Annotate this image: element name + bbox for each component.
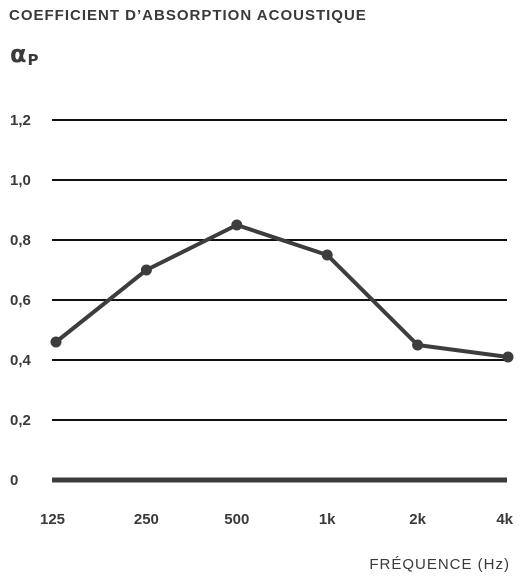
data-point <box>502 351 514 363</box>
x-tick-label: 250 <box>134 511 159 528</box>
data-point <box>231 219 243 231</box>
y-tick-label: 0,2 <box>10 412 31 429</box>
data-point <box>140 264 152 276</box>
x-tick-label: 4k <box>496 511 513 528</box>
data-point <box>321 249 333 261</box>
y-tick-label: 0,8 <box>10 232 31 249</box>
x-tick-label: 125 <box>40 511 65 528</box>
series-line <box>54 223 509 359</box>
x-tick-label: 500 <box>224 511 249 528</box>
x-tick-label: 1k <box>319 511 336 528</box>
y-axis-subscript: P <box>27 51 39 69</box>
y-tick-label: 0 <box>10 472 18 489</box>
x-tick-label: 2k <box>409 511 426 528</box>
y-tick-label: 0,6 <box>10 292 31 309</box>
data-point <box>50 336 62 348</box>
y-tick-label: 1,2 <box>10 112 31 129</box>
chart-title: COEFFICIENT D’ABSORPTION ACOUSTIQUE <box>9 7 367 24</box>
data-point <box>412 339 424 351</box>
y-axis-label: αP <box>10 40 39 69</box>
y-tick-label: 0,4 <box>10 352 32 369</box>
y-axis-symbol: α <box>10 40 27 68</box>
x-axis-label: FRÉQUENCE (Hz) <box>369 556 510 573</box>
y-tick-label: 1,0 <box>10 172 31 189</box>
